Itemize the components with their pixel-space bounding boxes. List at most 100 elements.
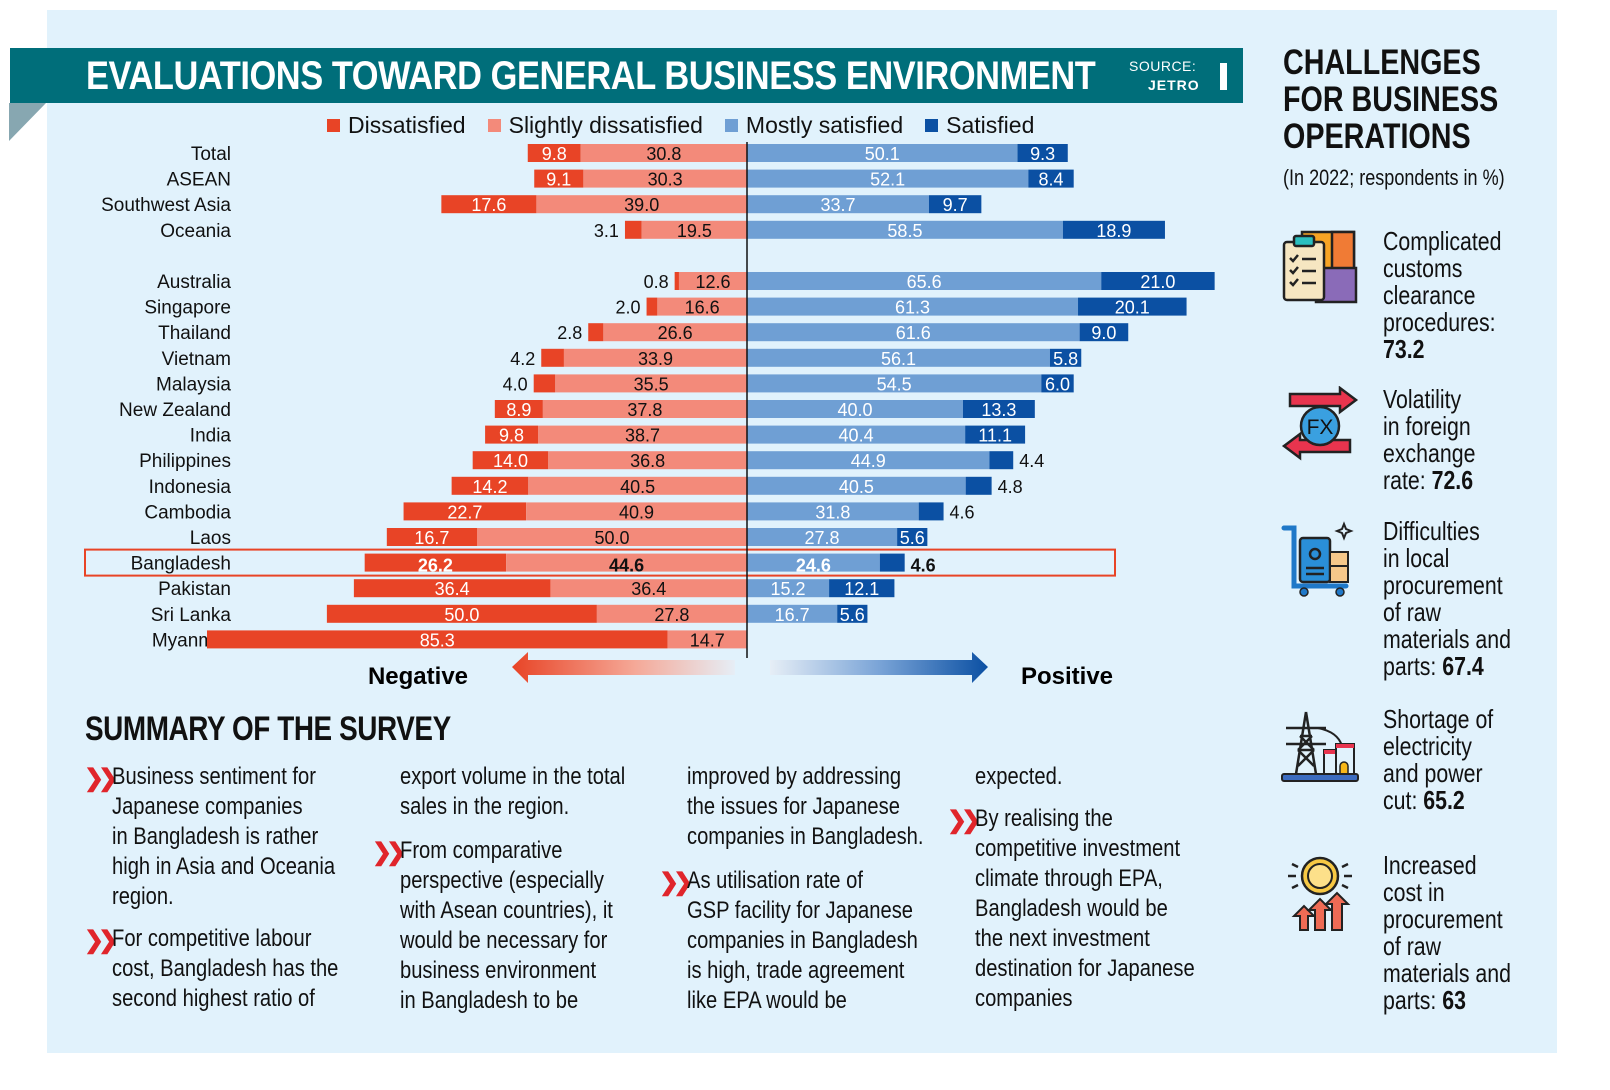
bar-slightly-dissatisfied [563, 348, 747, 367]
legend-label: Slightly dissatisfied [508, 111, 703, 138]
chart-row: Singapore 2.0 16.6 61.3 20.1 [144, 297, 1187, 319]
row-label: Southwest Asia [101, 195, 231, 216]
label-dissatisfied: 2.0 [616, 298, 641, 318]
legend-swatch [487, 118, 501, 132]
label-satisfied: 4.8 [998, 477, 1023, 497]
procurement-cart-icon [1281, 521, 1354, 597]
row-label: Oceania [160, 221, 231, 242]
chart-row: ASEAN 9.1 30.3 52.1 8.4 [167, 169, 1074, 191]
summary-column: improved by addressing the issues for Ja… [659, 762, 987, 1028]
label-slightly-dissatisfied: 40.5 [620, 477, 655, 497]
chart-row: Oceania 3.1 19.5 58.5 18.9 [160, 220, 1165, 242]
bar-slightly-dissatisfied [580, 144, 747, 162]
label-mostly-satisfied: 33.7 [820, 195, 855, 215]
double-chevron-icon: ❯❯ [659, 869, 693, 896]
summary-bullet: ❯❯ Business sentiment for Japanese compan… [84, 762, 412, 912]
label-dissatisfied: 17.6 [471, 195, 506, 215]
bar-dissatisfied [403, 502, 527, 521]
chart-row: Bangladesh 26.2 44.6 24.6 4.6 [84, 548, 1116, 577]
summary-bullet-text: As utilisation rate of GSP facility for … [687, 867, 918, 1014]
bar-mostly-satisfied [747, 169, 1029, 188]
row-label: India [190, 426, 232, 447]
bar-satisfied [928, 195, 982, 214]
row-label: Indonesia [149, 477, 232, 498]
label-dissatisfied: 22.7 [447, 502, 482, 522]
row-label: Singapore [144, 298, 231, 319]
row-label: Malaysia [156, 374, 231, 395]
diverging-bar-chart: Total 9.8 30.8 50.1 9.3 ASEAN 9.1 30.3 52.1 8.4 So… [84, 142, 1215, 690]
label-dissatisfied: 50.0 [444, 605, 479, 625]
label-dissatisfied: 9.1 [546, 170, 571, 190]
label-slightly-dissatisfied: 39.0 [624, 195, 659, 215]
challenges-title: CHALLENGES FOR BUSINESS OPERATIONS [1283, 44, 1498, 155]
bar-mostly-satisfied [747, 374, 1042, 393]
label-slightly-dissatisfied: 36.8 [630, 451, 665, 471]
chart-row: Cambodia 22.7 40.9 31.8 4.6 [144, 502, 975, 523]
label-mostly-satisfied: 61.3 [895, 298, 930, 318]
summary-bullet-text: From comparative perspective (especially… [400, 837, 613, 1014]
chart-row: Southwest Asia 17.6 39.0 33.7 9.7 [101, 195, 982, 216]
summary-bullet-text: expected. [975, 763, 1063, 790]
chart-row: Total 9.8 30.8 50.1 9.3 [191, 144, 1068, 165]
rising-cost-icon [1288, 856, 1352, 931]
positive-arrow-shape [770, 652, 988, 683]
bar-mostly-satisfied [747, 144, 1018, 162]
label-mostly-satisfied: 54.5 [877, 374, 912, 394]
summary-bullet-text: export volume in the total sales in the … [400, 763, 626, 820]
label-slightly-dissatisfied: 26.6 [658, 323, 693, 343]
label-slightly-dissatisfied: 30.8 [646, 144, 681, 164]
bar-satisfied [1101, 272, 1215, 290]
customs-clipboard-icon [1282, 230, 1358, 304]
legend-label: Satisfied [946, 111, 1035, 138]
challenge-description: Increased cost in procurement of raw mat… [1383, 850, 1511, 1015]
bar-satisfied [879, 553, 905, 572]
legend-label: Dissatisfied [348, 111, 466, 138]
chart-legend: Dissatisfied Slightly dissatisfied Mostl… [327, 112, 1056, 138]
bar-satisfied [1049, 348, 1082, 367]
bar-satisfied [918, 502, 944, 521]
label-mostly-satisfied: 56.1 [881, 349, 916, 369]
label-dissatisfied: 0.8 [644, 272, 669, 292]
label-satisfied: 12.1 [844, 579, 879, 599]
bar-mostly-satisfied [747, 502, 919, 521]
label-mostly-satisfied: 24.6 [796, 556, 831, 576]
bar-satisfied [1079, 323, 1129, 342]
bar-slightly-dissatisfied [641, 220, 747, 239]
title-banner [10, 48, 1243, 103]
summary-bullet: ❯❯ By realising the competitive investmen… [947, 804, 1275, 1014]
bar-dissatisfied [624, 220, 642, 239]
label-satisfied: 11.1 [978, 426, 1012, 446]
chart-row: Thailand 2.8 26.6 61.6 9.0 [158, 323, 1129, 344]
label-dissatisfied: 14.2 [472, 477, 507, 497]
label-dissatisfied: 16.7 [414, 528, 449, 548]
bar-satisfied [837, 604, 868, 623]
challenges-title-line: FOR BUSINESS [1283, 80, 1499, 119]
chart-row: Sri Lanka 50.0 27.8 16.7 5.6 [151, 604, 868, 626]
label-dissatisfied: 9.8 [499, 426, 524, 446]
label-satisfied: 8.4 [1039, 170, 1064, 190]
row-label: Total [191, 144, 231, 165]
label-dissatisfied: 2.8 [557, 323, 582, 343]
challenge-text: Volatility in foreign exchange rate: 72.… [1383, 386, 1547, 494]
summary-bullet: expected. [975, 762, 1275, 792]
bar-dissatisfied [472, 451, 549, 470]
bar-slightly-dissatisfied [548, 451, 747, 470]
positive-arrow [770, 652, 988, 683]
bar-slightly-dissatisfied [596, 604, 747, 623]
bar-dissatisfied [451, 476, 529, 495]
challenge-description: Shortage of electricity and power cut: [1383, 704, 1494, 815]
bar-slightly-dissatisfied [538, 425, 747, 444]
challenge-text: Increased cost in procurement of raw mat… [1383, 852, 1547, 1014]
row-label: Sri Lanka [151, 605, 232, 626]
summary-bullet: export volume in the total sales in the … [400, 762, 700, 822]
label-mostly-satisfied: 58.5 [887, 221, 922, 241]
source-label: SOURCE: [1129, 58, 1197, 74]
bar-dissatisfied [364, 553, 507, 572]
challenge-value: 65.2 [1423, 785, 1465, 815]
bar-satisfied [963, 400, 1035, 418]
label-satisfied: 13.3 [981, 400, 1016, 420]
chart-row: Malaysia 4.0 35.5 54.5 6.0 [156, 374, 1074, 395]
summary-title: SUMMARY OF THE SURVEY [85, 710, 451, 748]
row-label: Pakistan [158, 579, 231, 600]
legend-label: Mostly satisfied [745, 111, 904, 138]
